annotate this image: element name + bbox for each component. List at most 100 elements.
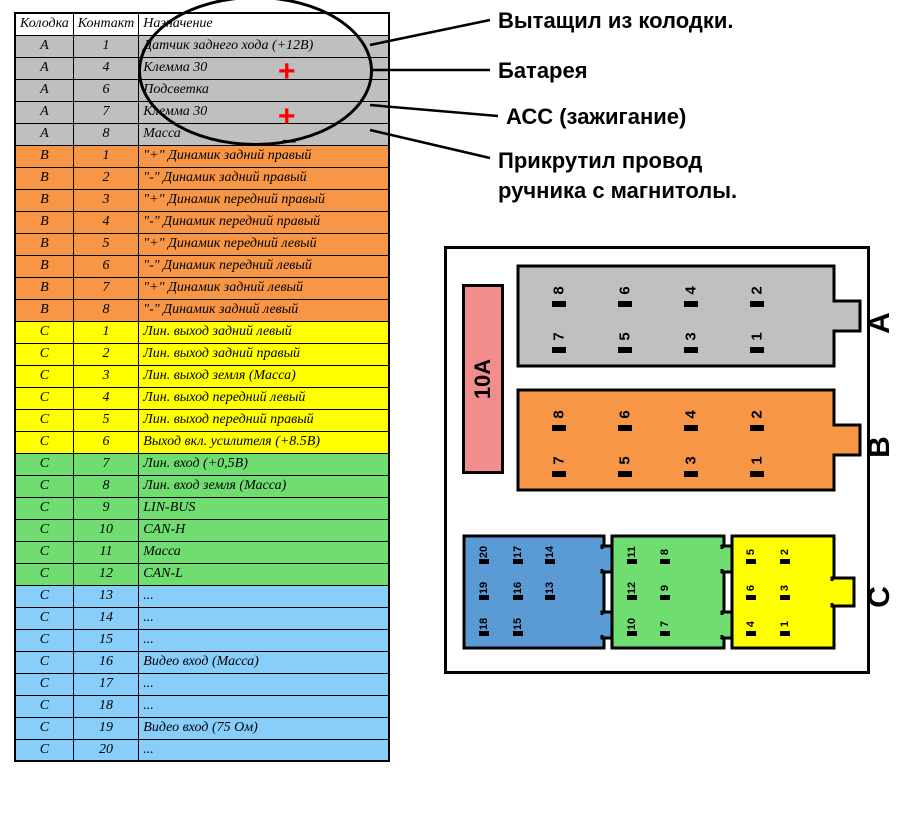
- table-cell: Лин. выход задний левый: [139, 321, 389, 343]
- table-cell: 10: [73, 519, 138, 541]
- connector-side-label: B: [863, 436, 897, 458]
- table-cell: C: [15, 607, 73, 629]
- table-row: B5"+" Динамик передний левый: [15, 233, 389, 255]
- annotation-acc: АСС (зажигание): [506, 104, 686, 130]
- table-cell: B: [15, 145, 73, 167]
- connector-pin: 4: [746, 616, 756, 636]
- table-cell: C: [15, 717, 73, 739]
- connector-side-label: C: [863, 586, 897, 608]
- table-cell: Масса: [139, 541, 389, 563]
- annotation-pulled: Вытащил из колодки.: [498, 8, 734, 34]
- connector-pin: 5: [618, 448, 632, 477]
- table-row: C19Видео вход (75 Ом): [15, 717, 389, 739]
- table-cell: CAN-H: [139, 519, 389, 541]
- table-cell: 4: [73, 387, 138, 409]
- table-cell: "-" Динамик задний левый: [139, 299, 389, 321]
- table-row: C4Лин. выход передний левый: [15, 387, 389, 409]
- connector-pin: 7: [660, 616, 670, 636]
- connector-pin: 10: [626, 616, 638, 636]
- table-cell: B: [15, 233, 73, 255]
- connector-pin: 8: [552, 278, 566, 307]
- connector-pin: 5: [618, 324, 632, 353]
- table-cell: 3: [73, 189, 138, 211]
- table-header-row: Колодка Контакт Назначение: [15, 13, 389, 35]
- table-cell: 19: [73, 717, 138, 739]
- table-cell: 1: [73, 321, 138, 343]
- table-cell: "+" Динамик передний правый: [139, 189, 389, 211]
- table-cell: C: [15, 475, 73, 497]
- table-cell: B: [15, 277, 73, 299]
- table-cell: "+" Динамик задний левый: [139, 277, 389, 299]
- table-cell: 9: [73, 497, 138, 519]
- table-cell: C: [15, 563, 73, 585]
- table-row: C18...: [15, 695, 389, 717]
- table-cell: C: [15, 387, 73, 409]
- connector-pin: 1: [750, 448, 764, 477]
- table-row: A4Клемма 30: [15, 57, 389, 79]
- table-cell: C: [15, 497, 73, 519]
- table-cell: 4: [73, 211, 138, 233]
- table-cell: B: [15, 255, 73, 277]
- table-row: A7Клемма 30: [15, 101, 389, 123]
- table-cell: Лин. вход земля (Масса): [139, 475, 389, 497]
- table-row: A1Датчик заднего хода (+12В): [15, 35, 389, 57]
- table-cell: C: [15, 739, 73, 761]
- table-row: C14...: [15, 607, 389, 629]
- connector-pin: 9: [660, 580, 670, 600]
- table-cell: Масса: [139, 123, 389, 145]
- table-cell: Выход вкл. усилителя (+8.5В): [139, 431, 389, 453]
- table-row: C2Лин. выход задний правый: [15, 343, 389, 365]
- connector-pin: 6: [618, 278, 632, 307]
- table-cell: C: [15, 585, 73, 607]
- table-cell: 5: [73, 233, 138, 255]
- pinout-table: Колодка Контакт Назначение A1Датчик задн…: [14, 12, 390, 762]
- connector-pin: 4: [684, 402, 698, 431]
- table-cell: C: [15, 519, 73, 541]
- connector-pin: 19: [478, 580, 490, 600]
- connector-pin: 4: [684, 278, 698, 307]
- table-cell: A: [15, 123, 73, 145]
- table-cell: Видео вход (75 Ом): [139, 717, 389, 739]
- table-cell: A: [15, 101, 73, 123]
- table-cell: 4: [73, 57, 138, 79]
- connector-pin: 3: [684, 448, 698, 477]
- table-row: C20...: [15, 739, 389, 761]
- table-cell: C: [15, 651, 73, 673]
- table-cell: Видео вход (Масса): [139, 651, 389, 673]
- table-cell: 6: [73, 255, 138, 277]
- table-row: C1Лин. выход задний левый: [15, 321, 389, 343]
- table-cell: 5: [73, 409, 138, 431]
- table-cell: "+" Динамик передний левый: [139, 233, 389, 255]
- table-row: C11Масса: [15, 541, 389, 563]
- table-cell: 2: [73, 167, 138, 189]
- connector-pin: 20: [478, 544, 490, 564]
- table-cell: 8: [73, 475, 138, 497]
- table-row: C12CAN-L: [15, 563, 389, 585]
- table-row: C5Лин. выход передний правый: [15, 409, 389, 431]
- table-cell: "-" Динамик передний левый: [139, 255, 389, 277]
- table-cell: ...: [139, 673, 389, 695]
- table-cell: 17: [73, 673, 138, 695]
- table-row: C8Лин. вход земля (Масса): [15, 475, 389, 497]
- table-cell: Подсветка: [139, 79, 389, 101]
- table-cell: C: [15, 453, 73, 475]
- connector-pin: 18: [478, 616, 490, 636]
- table-cell: Клемма 30: [139, 57, 389, 79]
- connector-pin: 6: [618, 402, 632, 431]
- table-cell: 7: [73, 101, 138, 123]
- table-cell: C: [15, 629, 73, 651]
- table-row: C15...: [15, 629, 389, 651]
- connector-pin: 16: [512, 580, 524, 600]
- table-cell: Лин. выход задний правый: [139, 343, 389, 365]
- table-row: B2"-" Динамик задний правый: [15, 167, 389, 189]
- table-cell: C: [15, 409, 73, 431]
- table-row: C6Выход вкл. усилителя (+8.5В): [15, 431, 389, 453]
- table-cell: A: [15, 35, 73, 57]
- table-row: B1"+" Динамик задний правый: [15, 145, 389, 167]
- table-cell: "-" Динамик передний правый: [139, 211, 389, 233]
- table-cell: Клемма 30: [139, 101, 389, 123]
- table-cell: 1: [73, 145, 138, 167]
- header-col-b: Контакт: [73, 13, 138, 35]
- table-cell: 12: [73, 563, 138, 585]
- table-cell: C: [15, 695, 73, 717]
